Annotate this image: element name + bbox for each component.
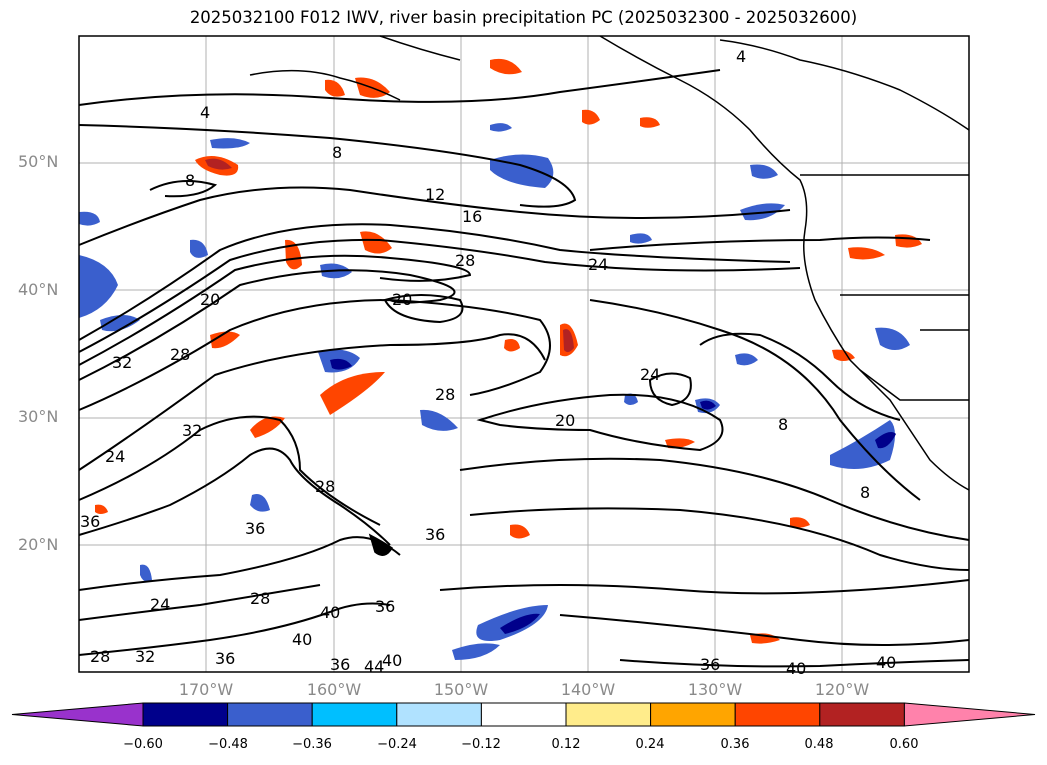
contour-label: 32 xyxy=(112,353,132,372)
lat-label: 40°N xyxy=(18,280,59,299)
colorbar-segment xyxy=(650,702,736,727)
colorbar xyxy=(11,702,1036,727)
contour-label: 20 xyxy=(200,290,220,309)
contour-label: 12 xyxy=(425,185,445,204)
contour-label: 40 xyxy=(382,651,402,670)
contour-label: 24 xyxy=(105,447,125,466)
lat-label: 30°N xyxy=(18,407,59,426)
contour-label: 28 xyxy=(90,647,110,666)
contour-label: 36 xyxy=(80,512,100,531)
map-frame xyxy=(78,35,970,673)
contour-label: 40 xyxy=(786,659,806,678)
contour-label: 24 xyxy=(150,595,170,614)
contour-label: 28 xyxy=(170,345,190,364)
contour-label: 8 xyxy=(332,143,342,162)
contour-label: 20 xyxy=(392,290,412,309)
contour-label: 8 xyxy=(860,483,870,502)
contour-label: 24 xyxy=(640,365,660,384)
contour-label: 40 xyxy=(292,630,312,649)
contour-labels: 4 4 8 8 8 8 12 16 20 20 20 24 24 24 24 2… xyxy=(80,47,896,678)
precip-fill-negative xyxy=(79,123,910,660)
contour-label: 20 xyxy=(555,411,575,430)
colorbar-segment xyxy=(396,702,482,727)
iwv-contours xyxy=(78,69,970,668)
colorbar-tick: −0.60 xyxy=(123,737,163,752)
contour-label: 36 xyxy=(700,655,720,674)
lon-label: 160°W xyxy=(306,680,362,699)
colorbar-segment xyxy=(819,702,905,727)
colorbar-segment xyxy=(142,702,229,727)
contour-label: 36 xyxy=(245,519,265,538)
contour-label: 36 xyxy=(375,597,395,616)
colorbar-segment xyxy=(227,702,313,727)
contour-label: 8 xyxy=(778,415,788,434)
colorbar-segment xyxy=(565,702,652,727)
contour-label: 28 xyxy=(435,385,455,404)
colorbar-extend-high xyxy=(903,702,1036,727)
contour-label: 36 xyxy=(215,649,235,668)
colorbar-tick: −0.36 xyxy=(292,737,332,752)
contour-label: 36 xyxy=(330,655,350,674)
contour-label: 36 xyxy=(425,525,445,544)
contour-label: 32 xyxy=(182,421,202,440)
contour-label: 28 xyxy=(250,589,270,608)
contour-label: 40 xyxy=(876,653,896,672)
lon-label: 120°W xyxy=(814,680,870,699)
colorbar-tick: 0.48 xyxy=(804,737,834,752)
colorbar-tick: 0.60 xyxy=(889,737,919,752)
coastlines xyxy=(249,35,970,556)
colorbar-tick: −0.48 xyxy=(208,737,248,752)
map-title: 2025032100 F012 IWV, river basin precipi… xyxy=(189,8,858,27)
colorbar-extend-low xyxy=(11,702,144,727)
contour-label: 28 xyxy=(455,251,475,270)
contour-label: 44 xyxy=(364,657,384,676)
colorbar-tick: 0.12 xyxy=(551,737,581,752)
colorbar-segment xyxy=(311,702,398,727)
lon-label: 150°W xyxy=(433,680,489,699)
contour-label: 24 xyxy=(588,255,608,274)
contour-label: 4 xyxy=(736,47,746,66)
colorbar-tick: −0.24 xyxy=(377,737,417,752)
lon-label: 170°W xyxy=(178,680,234,699)
contour-label: 8 xyxy=(185,171,195,190)
lat-label: 20°N xyxy=(18,535,59,554)
lat-label: 50°N xyxy=(18,152,59,171)
colorbar-tick: 0.24 xyxy=(635,737,665,752)
colorbar-segment xyxy=(734,702,821,727)
contour-label: 32 xyxy=(135,647,155,666)
lon-label: 140°W xyxy=(560,680,616,699)
contour-label: 28 xyxy=(315,477,335,496)
colorbar-tick: −0.12 xyxy=(461,737,501,752)
colorbar-tick: 0.36 xyxy=(720,737,750,752)
contour-label: 40 xyxy=(320,603,340,622)
lon-label: 130°W xyxy=(687,680,743,699)
precip-fill-positive xyxy=(95,58,922,644)
contour-label: 4 xyxy=(200,103,210,122)
contour-label: 16 xyxy=(462,207,482,226)
colorbar-segment xyxy=(480,702,567,727)
